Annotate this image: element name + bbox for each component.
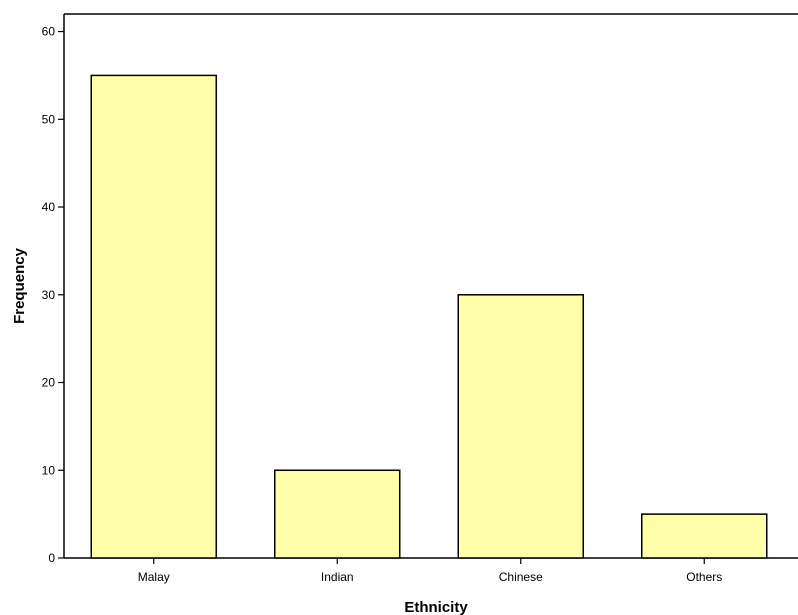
- bars: [90, 74, 768, 559]
- bar-malay: [90, 74, 217, 559]
- bar-chinese: [457, 294, 584, 559]
- bar-others: [641, 513, 768, 559]
- x-tick-label: Indian: [321, 570, 354, 584]
- bar-indian: [274, 469, 401, 559]
- y-tick-label: 0: [48, 551, 55, 565]
- x-tick-label: Malay: [138, 570, 170, 584]
- y-axis-title: Frequency: [11, 247, 28, 324]
- x-tick-label: Others: [686, 570, 722, 584]
- y-axis-ticks: 0 10 20 30 40 50 60: [42, 25, 64, 565]
- y-tick-label: 20: [42, 376, 56, 390]
- y-tick-label: 50: [42, 112, 56, 126]
- x-axis-ticks: Malay Indian Chinese Others: [138, 558, 722, 584]
- y-tick-label: 40: [42, 200, 56, 214]
- y-tick-label: 10: [42, 463, 56, 477]
- y-tick-label: 30: [42, 288, 56, 302]
- x-tick-label: Chinese: [499, 570, 543, 584]
- y-tick-label: 60: [42, 25, 56, 39]
- x-axis-title: Ethnicity: [404, 599, 468, 615]
